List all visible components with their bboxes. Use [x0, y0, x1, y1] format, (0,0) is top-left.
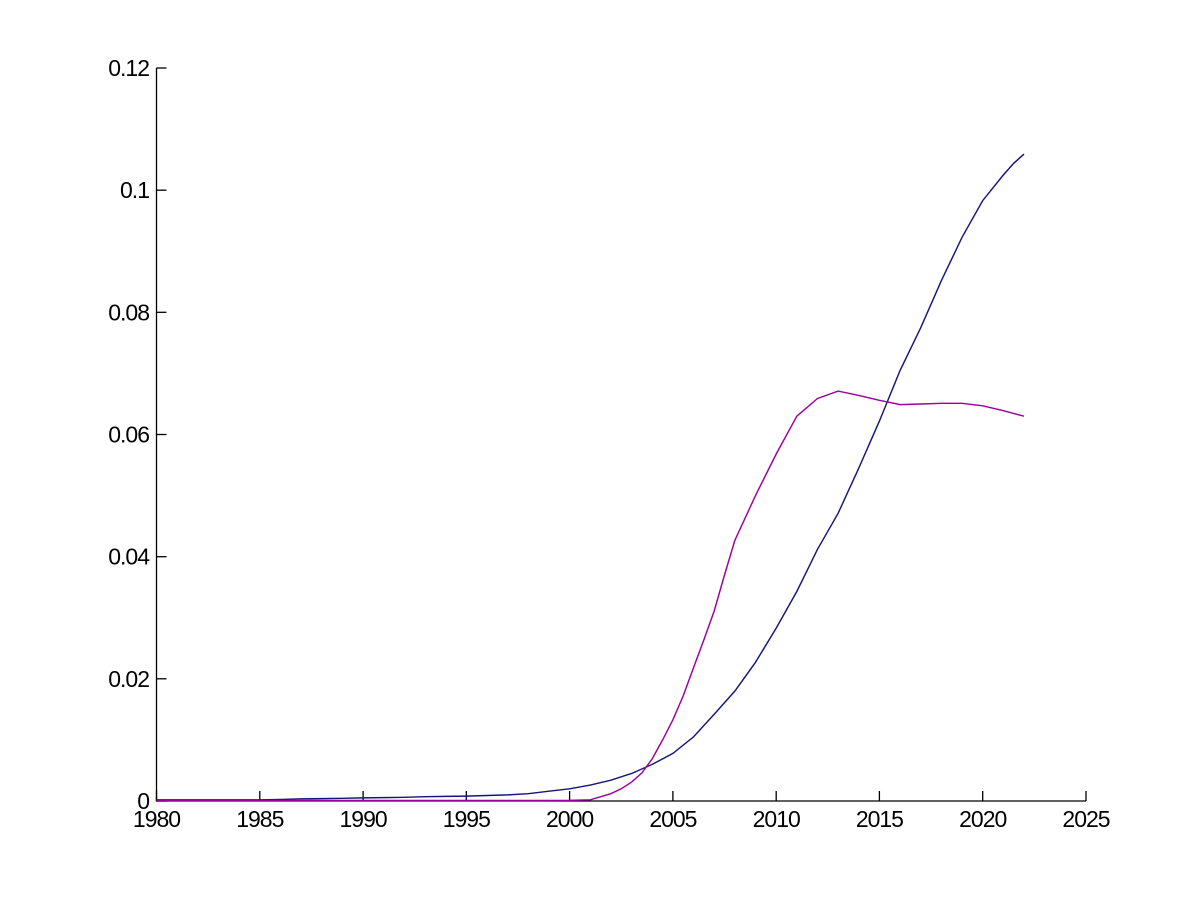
svg-text:2025: 2025: [1062, 806, 1109, 832]
svg-text:0: 0: [137, 788, 149, 814]
svg-text:2005: 2005: [649, 806, 696, 832]
svg-text:0.02: 0.02: [108, 666, 149, 692]
svg-text:1985: 1985: [236, 806, 283, 832]
svg-text:0.06: 0.06: [108, 422, 149, 448]
svg-text:0.1: 0.1: [120, 177, 149, 203]
svg-text:1980: 1980: [133, 806, 180, 832]
svg-text:2020: 2020: [959, 806, 1006, 832]
svg-text:2000: 2000: [546, 806, 593, 832]
svg-text:2010: 2010: [753, 806, 800, 832]
svg-text:1995: 1995: [443, 806, 490, 832]
svg-text:1990: 1990: [340, 806, 387, 832]
svg-text:2015: 2015: [856, 806, 903, 832]
svg-text:0.12: 0.12: [108, 55, 149, 81]
svg-text:0.08: 0.08: [108, 299, 149, 325]
svg-text:0.04: 0.04: [108, 544, 150, 570]
